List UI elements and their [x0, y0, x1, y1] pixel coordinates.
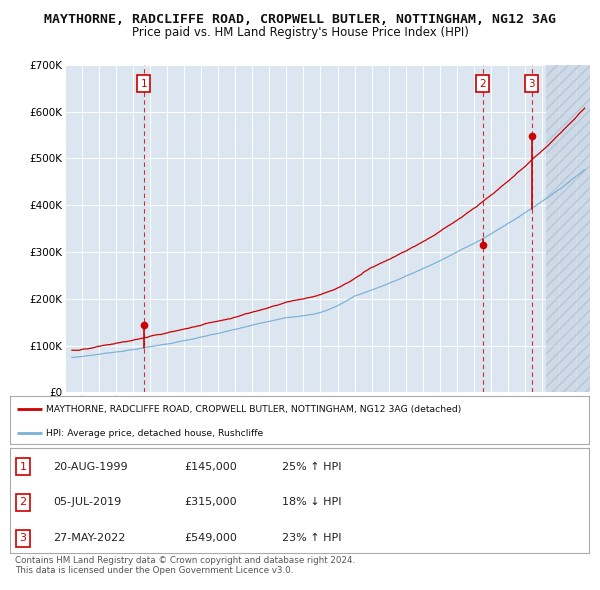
Text: 1: 1	[140, 78, 147, 88]
Text: Price paid vs. HM Land Registry's House Price Index (HPI): Price paid vs. HM Land Registry's House …	[131, 26, 469, 39]
Text: £549,000: £549,000	[184, 533, 237, 543]
Text: HPI: Average price, detached house, Rushcliffe: HPI: Average price, detached house, Rush…	[46, 429, 263, 438]
Text: Contains HM Land Registry data © Crown copyright and database right 2024.: Contains HM Land Registry data © Crown c…	[15, 556, 355, 565]
Text: 25% ↑ HPI: 25% ↑ HPI	[283, 462, 342, 472]
Text: 23% ↑ HPI: 23% ↑ HPI	[283, 533, 342, 543]
Text: MAYTHORNE, RADCLIFFE ROAD, CROPWELL BUTLER, NOTTINGHAM, NG12 3AG (detached): MAYTHORNE, RADCLIFFE ROAD, CROPWELL BUTL…	[46, 405, 461, 414]
Text: This data is licensed under the Open Government Licence v3.0.: This data is licensed under the Open Gov…	[15, 566, 293, 575]
Text: 1: 1	[19, 462, 26, 472]
Text: 3: 3	[528, 78, 535, 88]
Text: 18% ↓ HPI: 18% ↓ HPI	[283, 497, 342, 507]
Text: MAYTHORNE, RADCLIFFE ROAD, CROPWELL BUTLER, NOTTINGHAM, NG12 3AG: MAYTHORNE, RADCLIFFE ROAD, CROPWELL BUTL…	[44, 13, 556, 26]
Text: 2: 2	[479, 78, 486, 88]
Text: £145,000: £145,000	[184, 462, 236, 472]
Text: £315,000: £315,000	[184, 497, 236, 507]
Text: 20-AUG-1999: 20-AUG-1999	[53, 462, 128, 472]
Text: 05-JUL-2019: 05-JUL-2019	[53, 497, 122, 507]
Bar	[547, 65, 590, 392]
Text: 2: 2	[19, 497, 26, 507]
Text: 27-MAY-2022: 27-MAY-2022	[53, 533, 126, 543]
Text: 3: 3	[19, 533, 26, 543]
